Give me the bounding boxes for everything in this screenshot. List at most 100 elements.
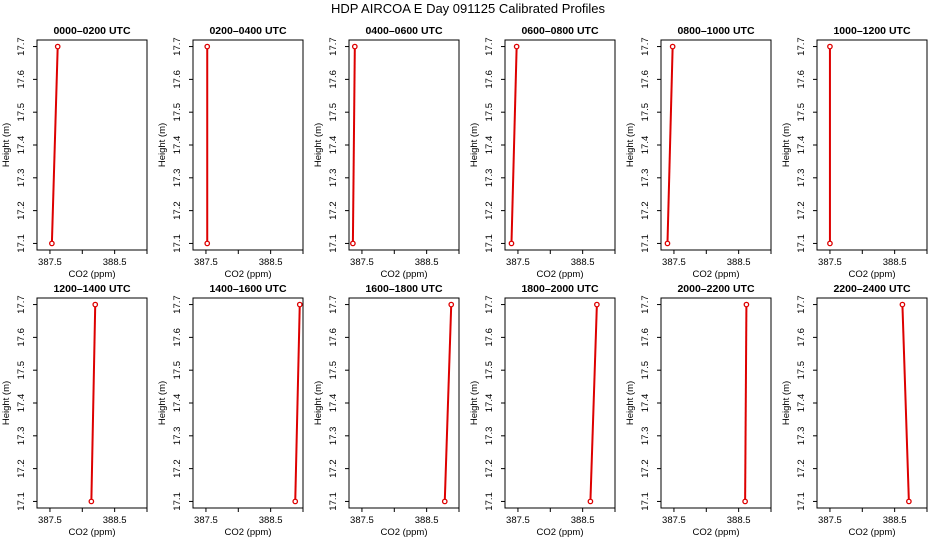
panel-title: 0400–0600 UTC: [365, 25, 442, 37]
y-axis-label: Height (m): [1, 123, 12, 167]
y-tick-label: 17.5: [796, 103, 807, 122]
y-tick-label: 17.2: [640, 459, 651, 478]
x-tick-label: 387.5: [662, 515, 686, 526]
y-tick-label: 17.4: [796, 136, 807, 155]
panel-title: 1600–1800 UTC: [365, 283, 442, 295]
profile-point: [742, 498, 748, 505]
x-tick-label: 387.5: [506, 257, 530, 268]
panel-title: 1800–2000 UTC: [521, 283, 598, 295]
profile-point: [587, 498, 594, 505]
y-tick-label: 17.2: [172, 459, 183, 478]
x-tick-label: 387.5: [38, 257, 62, 268]
x-tick-label: 388.5: [571, 257, 595, 268]
profile-point: [204, 240, 211, 247]
y-axis-label: Height (m): [469, 381, 480, 425]
profile-panel: 0400–0600 UTC 17.1 17.2 17.3 17.4 17.5 17.6 17.…: [313, 25, 460, 280]
panel-title: 2000–2200 UTC: [677, 283, 754, 295]
plot-frame: [816, 297, 928, 509]
x-tick-label: 388.5: [415, 257, 439, 268]
x-tick-label: 387.5: [38, 515, 62, 526]
profile-line: [50, 46, 59, 244]
y-tick-label: 17.4: [328, 136, 339, 155]
y-tick-label: 17.2: [796, 201, 807, 220]
profile-panel: 1600–1800 UTC 17.1 17.2 17.3 17.4 17.5 17.6 17.…: [313, 283, 460, 538]
profile-line: [744, 304, 748, 502]
x-axis-label: CO2 (ppm): [537, 527, 584, 538]
y-tick-label: 17.5: [796, 361, 807, 380]
y-axis-label: Height (m): [469, 123, 480, 167]
y-tick-label: 17.6: [172, 70, 183, 89]
panel-title: 0800–1000 UTC: [677, 25, 754, 37]
panel-title: 2200–2400 UTC: [833, 283, 910, 295]
plot-frame: [504, 297, 616, 509]
profile-point: [743, 301, 750, 308]
x-tick-label: 388.5: [259, 257, 283, 268]
y-tick-label: 17.5: [172, 361, 183, 380]
y-tick-label: 17.6: [16, 328, 27, 347]
panel-title: 1400–1600 UTC: [209, 283, 286, 295]
plot-frame: [348, 39, 460, 251]
y-axis-label: Height (m): [781, 381, 792, 425]
y-axis-label: Height (m): [1, 381, 12, 425]
x-tick-label: 387.5: [506, 515, 530, 526]
y-tick-label: 17.7: [640, 37, 651, 56]
y-tick-label: 17.1: [16, 234, 27, 253]
y-tick-label: 17.1: [796, 234, 807, 253]
x-tick-label: 388.5: [103, 515, 127, 526]
y-tick-label: 17.7: [16, 295, 27, 314]
profile-line: [90, 304, 97, 502]
profile-line: [666, 46, 674, 244]
y-axis-label: Height (m): [157, 381, 168, 425]
y-tick-label: 17.2: [640, 201, 651, 220]
y-tick-label: 17.4: [16, 394, 27, 413]
x-tick-label: 388.5: [571, 515, 595, 526]
panel-title: 1200–1400 UTC: [53, 283, 130, 295]
profile-point: [508, 240, 515, 247]
plot-frame: [504, 39, 616, 251]
y-tick-label: 17.6: [640, 328, 651, 347]
y-tick-label: 17.6: [796, 70, 807, 89]
y-tick-label: 17.3: [640, 169, 651, 188]
y-tick-label: 17.4: [640, 394, 651, 413]
x-tick-label: 388.5: [727, 515, 751, 526]
y-tick-label: 17.2: [172, 201, 183, 220]
y-tick-label: 17.1: [16, 492, 27, 511]
profile-point: [350, 240, 356, 247]
profile-point: [204, 43, 211, 50]
plot-frame: [192, 297, 304, 509]
x-axis-label: CO2 (ppm): [849, 269, 896, 280]
profile-point: [899, 301, 906, 308]
y-tick-label: 17.4: [640, 136, 651, 155]
y-tick-label: 17.7: [484, 295, 495, 314]
x-tick-label: 387.5: [350, 515, 374, 526]
y-axis-label: Height (m): [781, 123, 792, 167]
x-axis-label: CO2 (ppm): [225, 527, 272, 538]
x-axis-label: CO2 (ppm): [849, 527, 896, 538]
y-tick-label: 17.6: [640, 70, 651, 89]
x-tick-label: 387.5: [350, 257, 374, 268]
y-tick-label: 17.1: [640, 492, 651, 511]
profile-panel: 1000–1200 UTC 17.1 17.2 17.3 17.4 17.5 17.6 17.…: [781, 25, 928, 280]
profile-point: [906, 498, 912, 505]
y-tick-label: 17.7: [328, 295, 339, 314]
y-tick-label: 17.7: [16, 37, 27, 56]
profile-point: [441, 498, 448, 505]
x-axis-label: CO2 (ppm): [693, 527, 740, 538]
panel-title: 0200–0400 UTC: [209, 25, 286, 37]
plot-frame: [660, 297, 772, 509]
y-tick-label: 17.2: [796, 459, 807, 478]
y-tick-label: 17.5: [640, 361, 651, 380]
y-tick-label: 17.2: [16, 459, 27, 478]
y-tick-label: 17.1: [796, 492, 807, 511]
y-axis-label: Height (m): [313, 123, 324, 167]
x-tick-label: 388.5: [103, 257, 127, 268]
y-tick-label: 17.6: [796, 328, 807, 347]
y-tick-label: 17.6: [484, 70, 495, 89]
y-tick-label: 17.1: [484, 234, 495, 253]
profile-point: [54, 43, 61, 50]
y-tick-label: 17.5: [484, 103, 495, 122]
y-tick-label: 17.1: [172, 234, 183, 253]
y-tick-label: 17.7: [328, 37, 339, 56]
y-tick-label: 17.4: [484, 394, 495, 413]
